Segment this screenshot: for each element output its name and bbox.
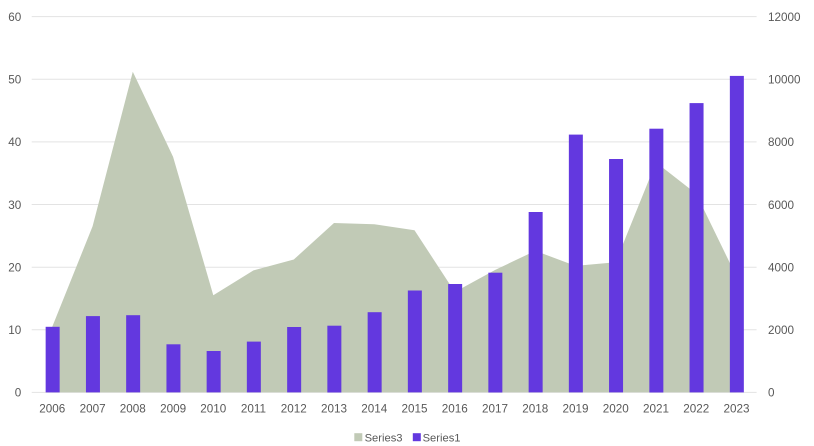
- svg-text:10: 10: [8, 324, 22, 337]
- svg-text:6000: 6000: [768, 199, 795, 212]
- svg-text:2021: 2021: [643, 403, 669, 416]
- svg-text:2008: 2008: [120, 403, 146, 416]
- svg-text:12000: 12000: [768, 11, 801, 24]
- svg-text:0: 0: [768, 387, 775, 400]
- svg-text:2020: 2020: [603, 403, 630, 416]
- svg-text:2017: 2017: [482, 403, 508, 416]
- svg-text:Series1: Series1: [423, 432, 461, 444]
- svg-text:2006: 2006: [39, 403, 65, 416]
- svg-text:2015: 2015: [401, 403, 428, 416]
- svg-text:2007: 2007: [80, 403, 106, 416]
- svg-text:2019: 2019: [562, 403, 588, 416]
- svg-text:2009: 2009: [160, 403, 186, 416]
- svg-text:8000: 8000: [768, 136, 795, 149]
- svg-text:4000: 4000: [768, 262, 795, 275]
- svg-text:2023: 2023: [723, 403, 749, 416]
- svg-text:50: 50: [8, 74, 22, 87]
- svg-text:2022: 2022: [683, 403, 709, 416]
- svg-text:Series3: Series3: [365, 432, 403, 444]
- svg-text:2018: 2018: [522, 403, 548, 416]
- svg-text:2014: 2014: [361, 403, 388, 416]
- svg-text:10000: 10000: [768, 74, 801, 87]
- svg-text:0: 0: [15, 387, 22, 400]
- svg-text:30: 30: [8, 199, 22, 212]
- svg-text:2016: 2016: [442, 403, 468, 416]
- svg-text:40: 40: [8, 136, 22, 149]
- svg-text:2011: 2011: [241, 403, 266, 416]
- svg-text:20: 20: [8, 262, 22, 275]
- svg-text:2013: 2013: [321, 403, 347, 416]
- svg-text:2010: 2010: [200, 403, 227, 416]
- svg-text:60: 60: [8, 11, 22, 24]
- svg-text:2012: 2012: [281, 403, 307, 416]
- svg-text:2000: 2000: [768, 324, 795, 337]
